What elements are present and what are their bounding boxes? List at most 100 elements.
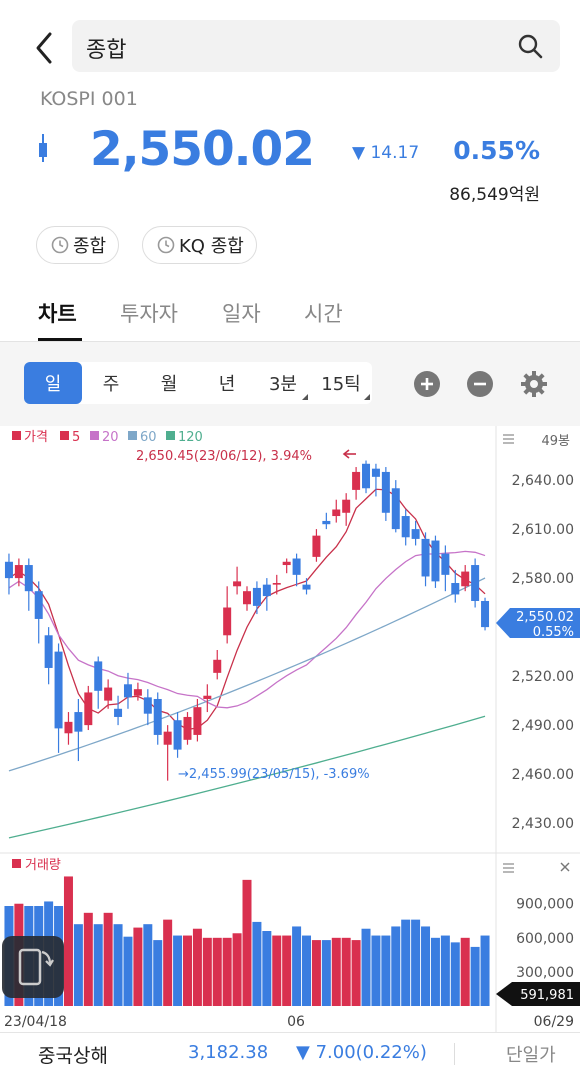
current-price: 2,550.02 bbox=[90, 122, 315, 177]
zoom-in-icon[interactable] bbox=[413, 370, 441, 398]
period-3min[interactable]: 3분 bbox=[256, 362, 310, 404]
price-axis-tick: 2,520.00 bbox=[512, 669, 574, 685]
tab-investor[interactable]: 투자자 bbox=[120, 302, 178, 326]
volume-bar bbox=[341, 937, 351, 1006]
volume-axis-tick: 600,000 bbox=[516, 931, 574, 947]
legend-swatch bbox=[166, 431, 175, 440]
bottom-ticker[interactable]: 중국상해 3,182.38 ▼ 7.00(0.22%) 단일가 bbox=[0, 1032, 580, 1073]
zoom-out-icon[interactable] bbox=[466, 370, 494, 398]
candle-body bbox=[193, 707, 202, 735]
volume-bar bbox=[103, 912, 113, 1006]
settings-gear-icon[interactable] bbox=[520, 370, 548, 398]
header: 종합 KOSPI 001 2,550.02 ▼ 14.17 0.55% 86,5… bbox=[0, 0, 580, 342]
candle-body bbox=[441, 553, 450, 575]
price-axis-tick: 2,640.00 bbox=[512, 473, 574, 489]
candle-body bbox=[114, 708, 123, 717]
candle-body bbox=[431, 540, 440, 582]
ticker-name: 중국상해 bbox=[38, 1045, 108, 1067]
legend-swatch bbox=[12, 431, 21, 440]
volume-bar bbox=[202, 937, 212, 1006]
volume-menu-icon[interactable] bbox=[503, 863, 514, 873]
candle-body bbox=[362, 463, 371, 489]
date-axis-tick: 06/29 bbox=[534, 1014, 574, 1030]
volume-bar bbox=[272, 935, 282, 1006]
volume-axis-tick: 300,000 bbox=[516, 965, 574, 981]
candle-body bbox=[401, 516, 410, 538]
search-icon[interactable] bbox=[516, 32, 544, 60]
clock-icon bbox=[157, 236, 175, 254]
chip-kq[interactable]: KQ 종합 bbox=[142, 226, 257, 264]
period-15tick[interactable]: 15틱 bbox=[310, 362, 372, 404]
legend-label: 20 bbox=[102, 430, 119, 445]
volume-bar bbox=[242, 879, 252, 1006]
price-chart[interactable]: 2,640.00 2,610.00 2,580.00 2,520.00 2,490.00… bbox=[0, 426, 580, 1032]
volume-bar bbox=[321, 940, 331, 1006]
ma20-line bbox=[8, 550, 486, 709]
volume-axis-tick: 900,000 bbox=[516, 897, 574, 913]
volume-bar bbox=[311, 940, 321, 1006]
volume-bar bbox=[262, 931, 272, 1006]
chip-kospi[interactable]: 종합 bbox=[36, 226, 120, 264]
candle-body bbox=[312, 535, 321, 557]
date-axis-tick: 06 bbox=[287, 1014, 305, 1030]
period-week[interactable]: 주 bbox=[102, 374, 120, 395]
tab-time[interactable]: 시간 bbox=[304, 302, 343, 326]
volume-bar bbox=[182, 935, 192, 1006]
volume-bar bbox=[391, 926, 401, 1006]
legend-swatch bbox=[128, 431, 137, 440]
search-box[interactable]: 종합 bbox=[72, 20, 560, 72]
volume-bar bbox=[470, 946, 480, 1006]
volume-bar bbox=[460, 937, 470, 1006]
volume-bar bbox=[331, 937, 341, 1006]
price-change-percent: 0.55% bbox=[453, 136, 540, 165]
volume-bar bbox=[421, 926, 431, 1006]
volume-bar bbox=[83, 912, 93, 1006]
legend-swatch bbox=[60, 431, 69, 440]
search-query[interactable]: 종합 bbox=[86, 38, 127, 63]
candle-body bbox=[421, 538, 430, 577]
candle-body bbox=[74, 712, 83, 732]
price-axis-tick: 2,430.00 bbox=[512, 816, 574, 832]
tab-underline bbox=[38, 338, 82, 341]
legend-label: 60 bbox=[140, 430, 157, 445]
volume-bar bbox=[401, 919, 411, 1006]
volume-current-label: 591,981 bbox=[520, 988, 574, 1003]
rotate-screen-button[interactable] bbox=[2, 936, 64, 998]
volume-bar bbox=[63, 876, 73, 1006]
volume-bar bbox=[163, 919, 173, 1006]
period-day[interactable]: 일 bbox=[24, 362, 82, 404]
volume-bar bbox=[133, 927, 143, 1006]
candle-body bbox=[153, 698, 162, 735]
period-year[interactable]: 년 bbox=[218, 374, 236, 395]
volume-bar bbox=[371, 935, 381, 1006]
tab-chart[interactable]: 차트 bbox=[38, 302, 77, 326]
candle-body bbox=[272, 583, 281, 585]
tab-bar: 차트 투자자 일자 시간 bbox=[0, 290, 580, 342]
volume-bar bbox=[440, 935, 450, 1006]
trade-value: 86,549억원 bbox=[449, 185, 540, 205]
candle-body bbox=[332, 509, 341, 517]
current-price-tag bbox=[496, 608, 580, 638]
index-code: KOSPI 001 bbox=[40, 88, 138, 110]
date-axis-tick: 23/04/18 bbox=[4, 1014, 67, 1030]
min-annotation: →2,455.99(23/05/15), -3.69% bbox=[178, 767, 370, 782]
tab-daily[interactable]: 일자 bbox=[222, 302, 261, 326]
ticker-unit: 단일가 bbox=[506, 1045, 556, 1066]
candle-body bbox=[292, 558, 301, 575]
candle-body bbox=[143, 697, 152, 714]
candle-body bbox=[282, 561, 291, 566]
volume-bar bbox=[252, 921, 262, 1006]
chart-menu-icon[interactable] bbox=[503, 434, 514, 444]
chip-label: KQ 종합 bbox=[179, 236, 244, 257]
candle-body bbox=[133, 689, 142, 696]
volume-bar bbox=[351, 940, 361, 1006]
back-arrow-icon[interactable] bbox=[28, 28, 64, 68]
candle-body bbox=[262, 584, 271, 597]
candle-body bbox=[14, 565, 23, 579]
candle-body bbox=[381, 471, 390, 513]
candle-body bbox=[94, 661, 103, 691]
volume-bar bbox=[302, 935, 312, 1006]
period-month[interactable]: 월 bbox=[160, 374, 178, 395]
volume-close-icon[interactable] bbox=[560, 862, 570, 872]
volume-bar bbox=[93, 924, 103, 1006]
